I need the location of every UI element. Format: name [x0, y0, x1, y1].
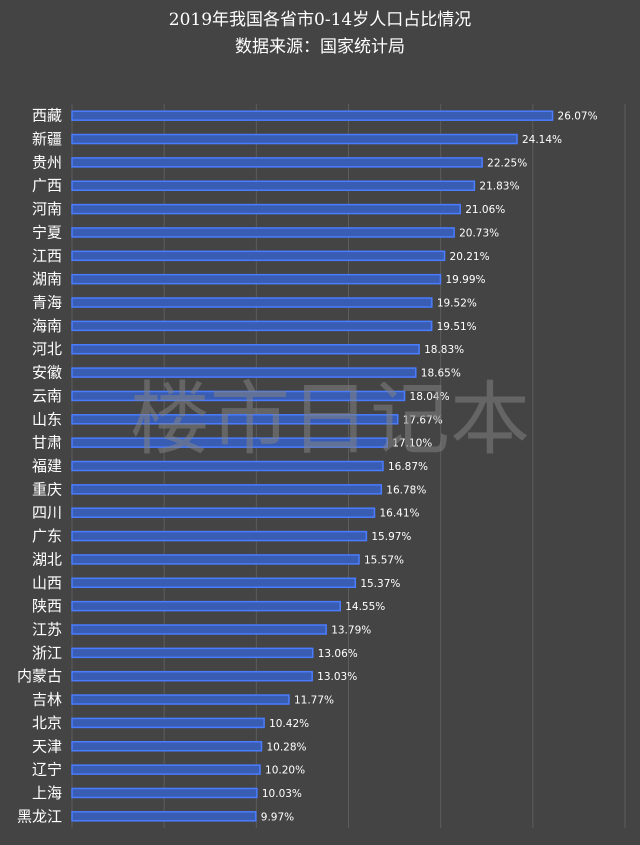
data-label: 22.25%: [487, 157, 527, 169]
data-label: 21.06%: [465, 204, 505, 216]
data-label: 20.21%: [450, 251, 490, 263]
bar: [72, 111, 553, 120]
bar: [72, 578, 355, 587]
category-label: 湖南: [32, 270, 62, 288]
bar: [72, 742, 261, 751]
data-label: 19.51%: [437, 321, 477, 333]
category-label: 辽宁: [32, 761, 62, 779]
bar: [72, 228, 454, 237]
data-label: 18.83%: [424, 344, 464, 356]
bar: [72, 625, 326, 634]
bar: [72, 672, 312, 681]
bar: [72, 485, 381, 494]
data-label: 10.42%: [269, 718, 309, 730]
data-label: 15.37%: [360, 578, 400, 590]
data-label: 18.65%: [421, 368, 461, 380]
data-label: 13.79%: [331, 624, 371, 636]
data-label: 11.77%: [294, 695, 334, 707]
data-label: 20.73%: [459, 227, 499, 239]
bar: [72, 648, 313, 657]
bar: [72, 555, 359, 564]
bar: [72, 462, 383, 471]
data-label: 19.52%: [437, 298, 477, 310]
category-label: 吉林: [32, 691, 62, 709]
bar: [72, 812, 256, 821]
bar: [72, 508, 374, 517]
category-label: 山东: [32, 410, 62, 428]
category-label: 江苏: [32, 620, 62, 638]
data-label: 16.41%: [379, 508, 419, 520]
bar: [72, 602, 340, 611]
category-label: 云南: [32, 387, 62, 405]
data-label: 24.14%: [522, 134, 562, 146]
category-label: 黑龙江: [17, 807, 62, 825]
category-label: 湖北: [32, 550, 62, 568]
data-label: 19.99%: [445, 274, 485, 286]
category-label: 贵州: [32, 153, 62, 171]
data-label: 15.97%: [371, 531, 411, 543]
category-label: 山西: [32, 574, 62, 592]
bar: [72, 695, 289, 704]
category-label: 河南: [32, 200, 62, 218]
category-label: 海南: [32, 317, 62, 335]
category-label: 新疆: [32, 130, 62, 148]
category-label: 重庆: [32, 480, 62, 498]
category-label: 西藏: [32, 107, 62, 125]
data-label: 10.03%: [262, 788, 302, 800]
category-label: 福建: [32, 457, 62, 475]
category-label: 江西: [32, 247, 62, 265]
bar: [72, 205, 460, 214]
data-label: 26.07%: [558, 111, 598, 123]
bar: [72, 788, 257, 797]
bar: [72, 251, 445, 260]
bar: [72, 181, 474, 190]
category-label: 甘肃: [32, 434, 62, 452]
data-label: 10.28%: [266, 741, 306, 753]
bar: [72, 158, 482, 167]
category-label: 广东: [32, 527, 62, 545]
data-label: 17.67%: [403, 414, 443, 426]
category-label: 青海: [32, 294, 62, 312]
bar: [72, 532, 366, 541]
data-label: 10.20%: [265, 765, 305, 777]
data-label: 17.10%: [392, 438, 432, 450]
bar: [72, 321, 432, 330]
data-label: 21.83%: [479, 181, 519, 193]
data-label: 16.78%: [386, 484, 426, 496]
category-label: 安徽: [32, 364, 62, 382]
category-label: 宁夏: [32, 223, 62, 241]
category-label: 上海: [32, 784, 62, 802]
data-label: 15.57%: [364, 554, 404, 566]
category-label: 天津: [32, 737, 62, 755]
bar: [72, 415, 398, 424]
bar: [72, 298, 432, 307]
data-label: 14.55%: [345, 601, 385, 613]
bar: [72, 438, 387, 447]
category-label: 陕西: [32, 597, 62, 615]
bar: [72, 765, 260, 774]
data-label: 16.87%: [388, 461, 428, 473]
data-label: 18.04%: [410, 391, 450, 403]
category-label: 四川: [32, 504, 62, 522]
bar: [72, 275, 440, 284]
bar: [72, 391, 405, 400]
bar: [72, 718, 264, 727]
category-label: 浙江: [32, 644, 62, 662]
category-label: 广西: [32, 177, 62, 195]
category-label: 内蒙古: [17, 667, 62, 685]
bar: [72, 345, 419, 354]
bar: [72, 135, 517, 144]
data-label: 13.03%: [317, 671, 357, 683]
category-label: 北京: [32, 714, 62, 732]
category-label: 河北: [32, 340, 62, 358]
bar: [72, 368, 416, 377]
data-label: 13.06%: [318, 648, 358, 660]
data-label: 9.97%: [261, 811, 294, 823]
